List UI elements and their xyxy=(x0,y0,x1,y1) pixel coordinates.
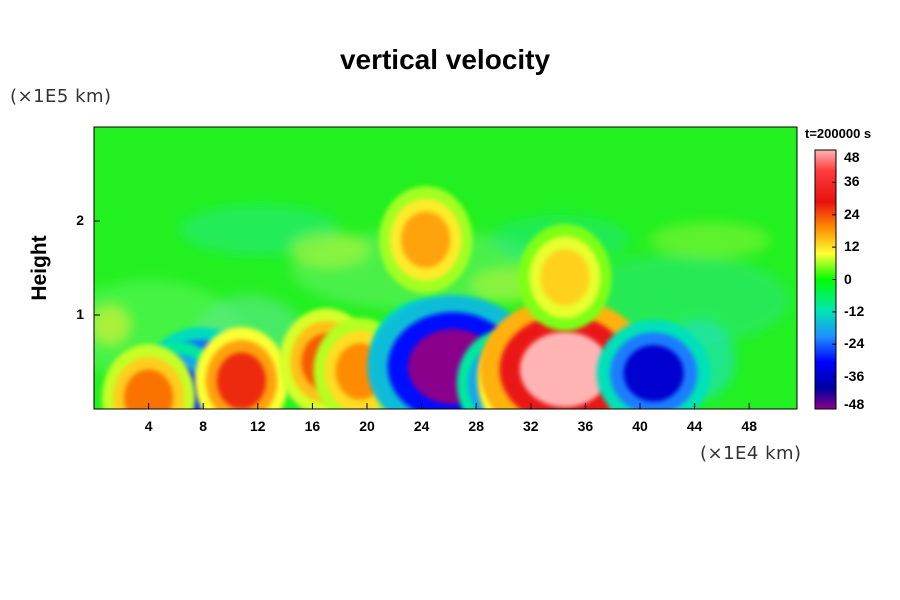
colorbar-tick-label: -36 xyxy=(844,367,865,384)
colorbar-tick-label: 48 xyxy=(844,149,860,165)
features-layer xyxy=(101,186,711,409)
x-tick-label: 40 xyxy=(632,418,648,434)
colorbar-tick-label: 36 xyxy=(844,173,860,190)
y-tick-label: 1 xyxy=(76,306,84,322)
y-axis xyxy=(94,220,100,316)
colorbar-tick-label: 0 xyxy=(844,270,852,287)
time-label: t=200000 s xyxy=(805,126,872,141)
x-tick-label: 24 xyxy=(413,418,430,434)
y-tick-label: 2 xyxy=(76,212,84,228)
x-tick-label: 32 xyxy=(523,418,539,434)
y-axis-unit: (×1E5 km) xyxy=(10,86,112,107)
x-axis-unit: (×1E4 km) xyxy=(700,443,802,464)
velocity-feature-2 xyxy=(194,327,289,409)
x-tick-label: 36 xyxy=(577,418,594,434)
velocity-feature-12 xyxy=(379,186,473,294)
x-tick-label: 48 xyxy=(741,418,757,434)
plot-border xyxy=(93,126,798,410)
colorbar-tick-label: 24 xyxy=(844,205,860,222)
velocity-feature-13 xyxy=(518,223,612,331)
x-tick-label: 44 xyxy=(686,418,703,434)
chart-title: vertical velocity xyxy=(339,44,551,75)
colorbar-ticks xyxy=(832,149,836,410)
x-tick-label: 20 xyxy=(359,418,375,434)
colorbar-tick-label: 12 xyxy=(844,238,860,255)
x-tick-label: 4 xyxy=(144,418,153,434)
colorbar-tick-label: -24 xyxy=(844,335,865,352)
x-axis xyxy=(148,403,750,409)
x-tick-label: 28 xyxy=(468,418,484,434)
velocity-feature-11 xyxy=(101,344,196,409)
colorbar-tick-label: -12 xyxy=(844,302,865,319)
x-tick-label: 8 xyxy=(199,418,208,434)
x-tick-label: 16 xyxy=(304,418,321,434)
velocity-feature-10 xyxy=(596,319,711,409)
velocity-feature-9 xyxy=(479,298,651,409)
colorbar-tick-label: -48 xyxy=(844,396,865,412)
x-tick-label: 12 xyxy=(250,418,266,434)
